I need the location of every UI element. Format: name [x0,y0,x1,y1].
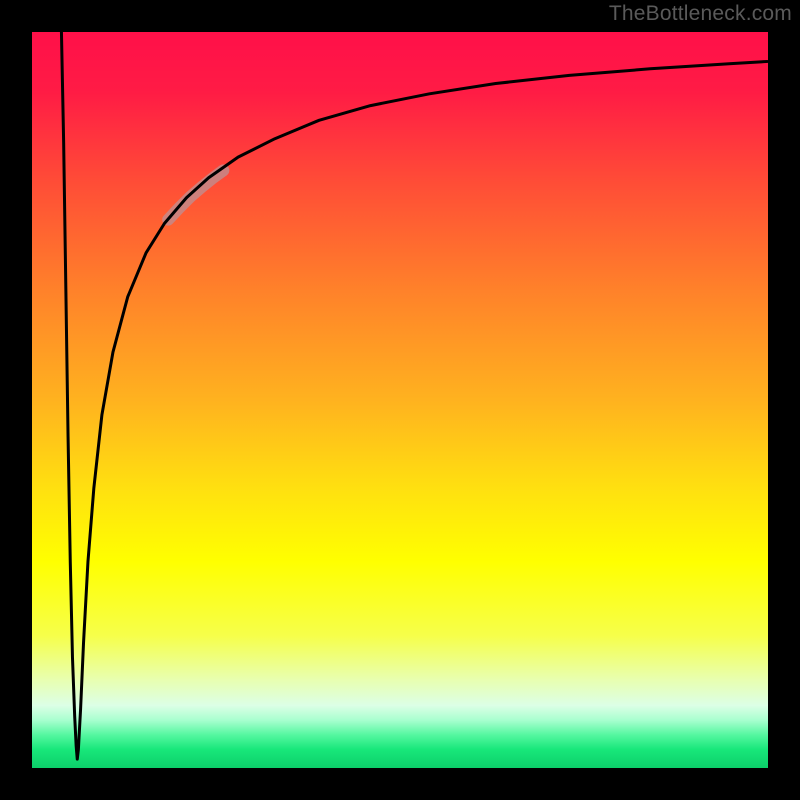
figure-root: TheBottleneck.com [0,0,800,800]
plot-area [32,32,768,768]
chart-svg [0,0,800,800]
